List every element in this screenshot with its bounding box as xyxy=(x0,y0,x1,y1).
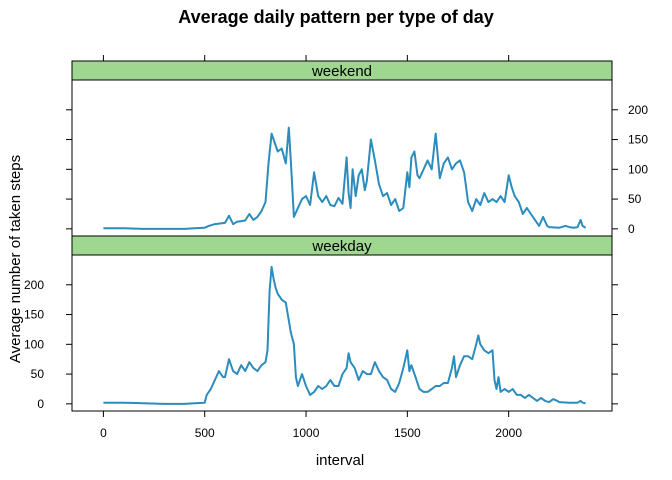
y-tick-label-weekday: 50 xyxy=(31,367,45,381)
y-tick-label-weekday: 0 xyxy=(37,397,44,411)
x-tick-label: 1500 xyxy=(394,426,421,440)
y-tick-label-weekend: 50 xyxy=(628,192,642,206)
y-tick-label-weekday: 150 xyxy=(24,308,44,322)
y-tick-label-weekend: 0 xyxy=(628,222,635,236)
chart-title: Average daily pattern per type of day xyxy=(178,7,493,27)
panel-frame-weekday xyxy=(71,254,613,412)
strip-label-weekend: weekend xyxy=(311,63,372,80)
x-tick-label: 2000 xyxy=(495,426,522,440)
series-line-weekday xyxy=(103,265,586,405)
y-tick-label-weekday: 200 xyxy=(24,278,44,292)
y-tick-label-weekend: 100 xyxy=(628,162,648,176)
strip-label-weekday: weekday xyxy=(311,238,372,255)
y-tick-label-weekday: 100 xyxy=(24,337,44,351)
y-tick-label-weekend: 150 xyxy=(628,133,648,147)
x-axis-label: interval xyxy=(316,452,364,469)
series-line-weekend xyxy=(103,126,587,230)
y-tick-label-weekend: 200 xyxy=(628,103,648,117)
y-axis-label: Average number of taken steps xyxy=(7,155,24,363)
x-tick-label: 500 xyxy=(195,426,215,440)
x-tick-label: 0 xyxy=(100,426,107,440)
x-tick-label: 1000 xyxy=(293,426,320,440)
